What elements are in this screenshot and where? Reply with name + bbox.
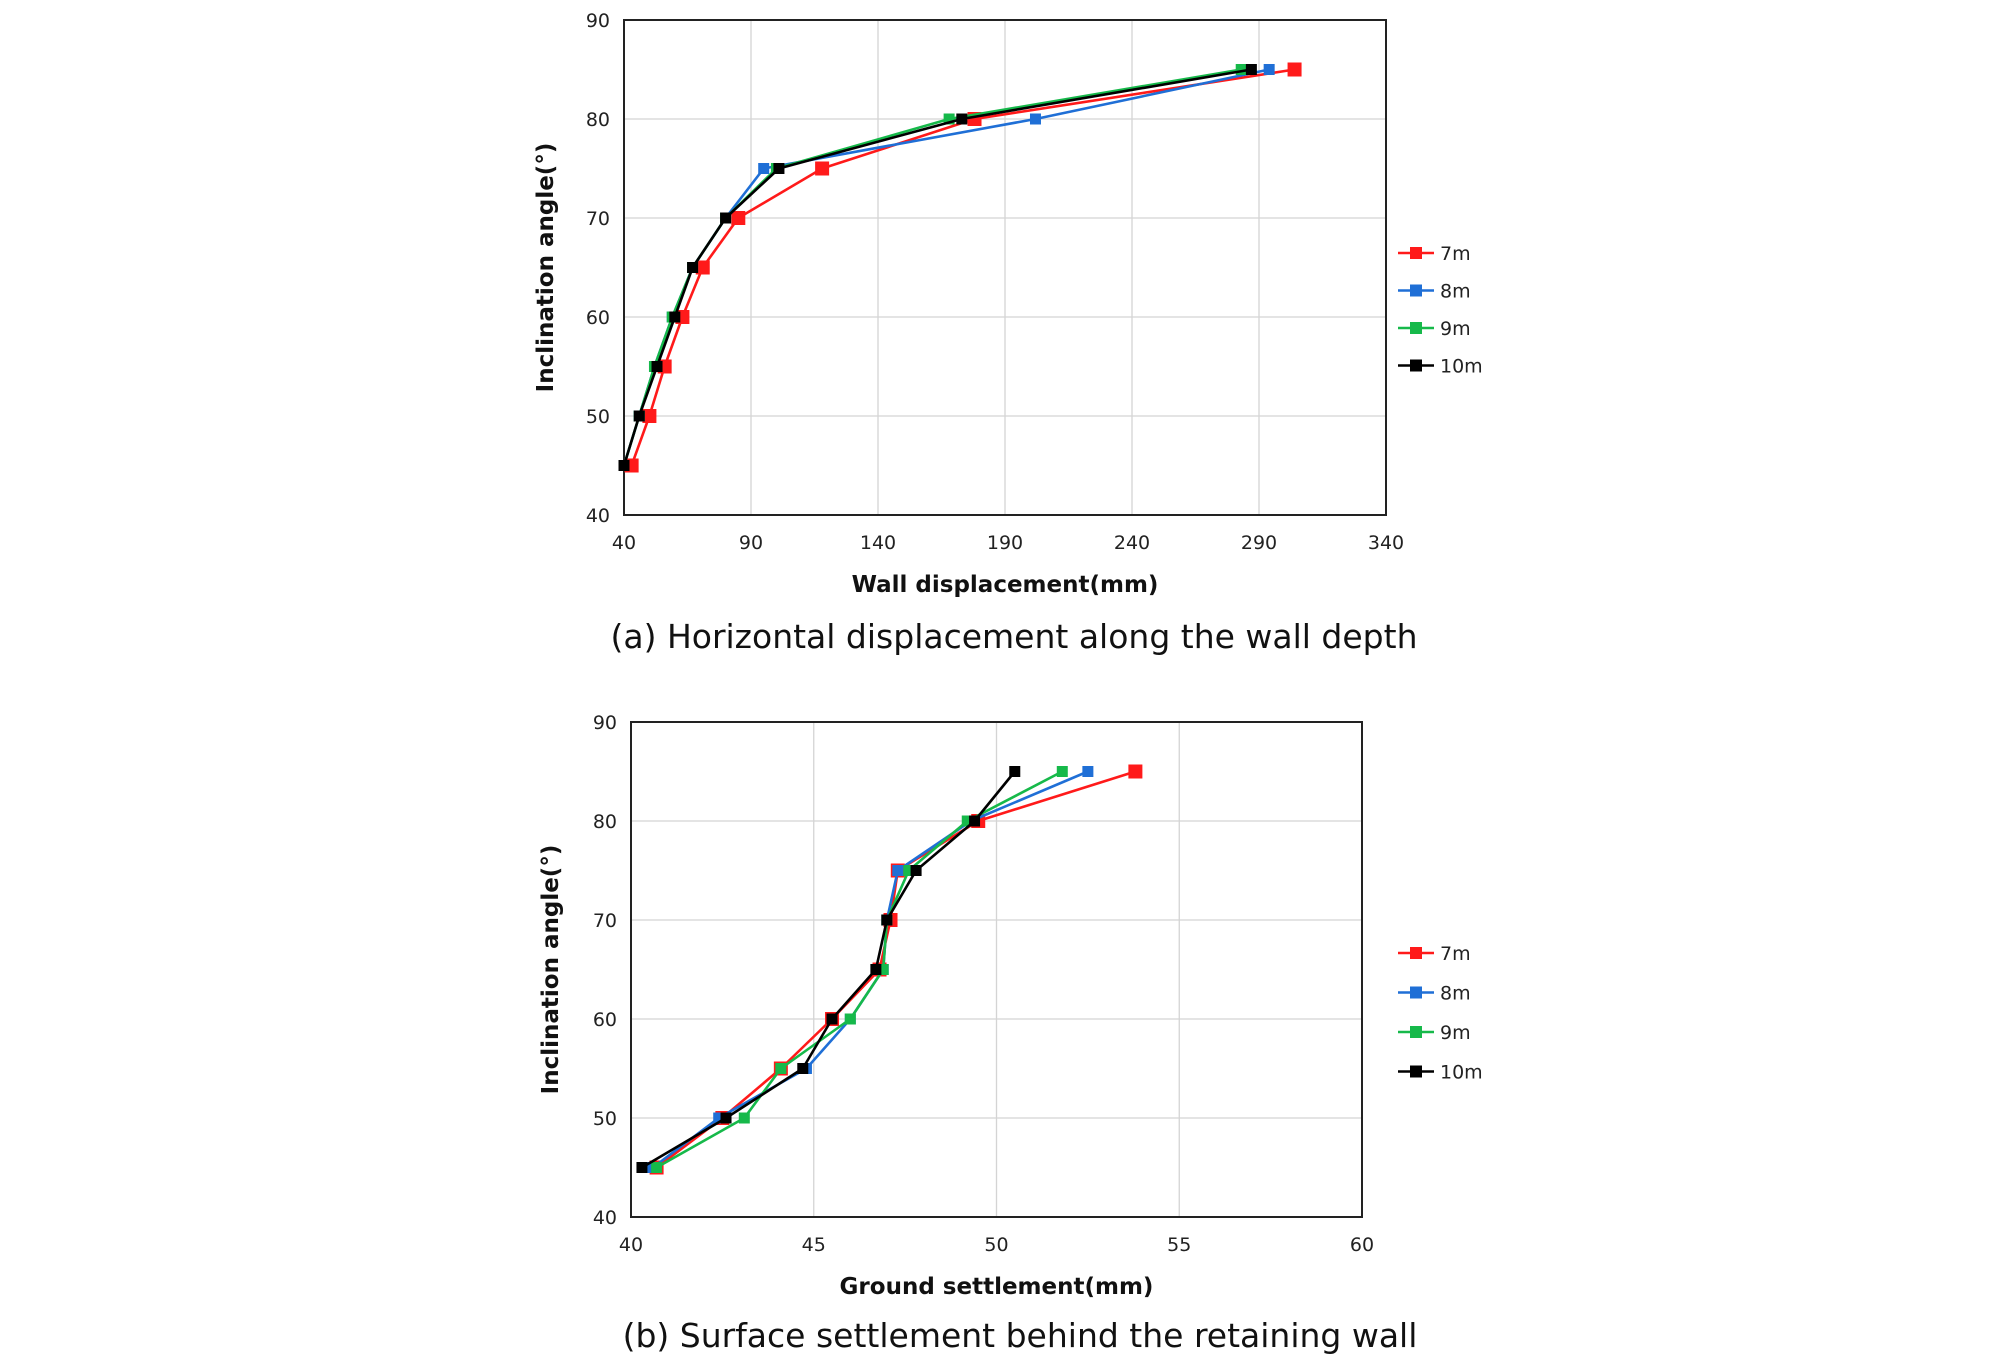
x-tick-label: 55 — [1167, 1234, 1191, 1256]
x-tick-label: 190 — [987, 532, 1023, 554]
legend-label-8m: 8m — [1440, 281, 1471, 303]
plot-frame — [623, 19, 1387, 516]
x-axis-title: Ground settlement(mm) — [840, 1274, 1154, 1300]
figure-caption: (a) Horizontal displacement along the wa… — [610, 617, 1417, 656]
x-tick-label: 40 — [612, 532, 636, 554]
data-point-9m — [651, 1162, 663, 1173]
legend-marker-7m — [1410, 947, 1422, 959]
legend-label-9m: 9m — [1440, 318, 1471, 340]
legend-label-9m: 9m — [1440, 1022, 1471, 1044]
y-tick-label: 90 — [593, 712, 617, 734]
data-point-10m — [1009, 766, 1021, 777]
data-point-9m — [738, 1112, 750, 1124]
data-point-10m — [636, 1162, 648, 1173]
data-point-10m — [651, 361, 663, 372]
data-point-7m — [695, 260, 710, 275]
legend-marker-9m — [1410, 1026, 1422, 1038]
data-point-7m — [642, 409, 657, 423]
legend-label-8m: 8m — [1440, 983, 1471, 1005]
data-point-7m — [1128, 764, 1143, 779]
x-tick-label: 140 — [860, 532, 896, 554]
y-tick-label: 80 — [593, 811, 617, 833]
x-tick-label: 40 — [619, 1234, 643, 1256]
x-tick-label: 90 — [739, 532, 763, 554]
y-tick-label: 40 — [586, 505, 610, 527]
y-axis-title: Inclination angle(°) — [538, 845, 564, 1095]
data-point-8m — [758, 163, 770, 174]
data-point-10m — [826, 1013, 838, 1025]
y-tick-label: 90 — [586, 10, 610, 32]
data-point-7m — [815, 161, 830, 176]
legend-label-10m: 10m — [1440, 1062, 1483, 1084]
data-point-10m — [720, 1112, 732, 1124]
y-axis-title: Inclination angle(°) — [533, 143, 559, 393]
x-tick-label: 290 — [1241, 532, 1277, 554]
plot-frame — [630, 721, 1363, 1218]
legend-marker-9m — [1410, 322, 1422, 334]
chart-a: 40 50 60 70 80 90 40 90 140 190 240 290 340 Wall disp… — [533, 10, 1483, 656]
x-tick-label: 45 — [802, 1234, 826, 1256]
x-tick-label: 60 — [1350, 1234, 1374, 1256]
data-point-10m — [870, 964, 882, 975]
legend-marker-7m — [1410, 247, 1422, 259]
legend-label-7m: 7m — [1440, 943, 1471, 965]
data-point-10m — [969, 815, 981, 827]
y-tick-label: 50 — [586, 406, 610, 428]
data-point-10m — [881, 914, 893, 926]
legend-label-7m: 7m — [1440, 243, 1471, 265]
x-axis-title: Wall displacement(mm) — [852, 572, 1159, 598]
data-point-10m — [797, 1063, 809, 1074]
data-point-8m — [892, 865, 904, 876]
data-point-10m — [910, 865, 922, 876]
data-point-8m — [713, 1112, 725, 1124]
data-point-9m — [844, 1013, 856, 1025]
data-point-10m — [687, 262, 699, 273]
data-point-9m — [961, 815, 973, 827]
legend-marker-8m — [1410, 284, 1422, 297]
data-point-7m — [1287, 62, 1302, 77]
data-point-9m — [877, 964, 889, 975]
legend-marker-10m — [1410, 1065, 1422, 1078]
data-point-9m — [903, 865, 915, 876]
data-point-7m — [731, 211, 746, 225]
data-point-10m — [773, 163, 785, 174]
x-tick-label: 50 — [984, 1234, 1008, 1256]
data-point-8m — [1082, 766, 1094, 777]
y-tick-label: 70 — [593, 910, 617, 932]
data-point-9m — [943, 113, 955, 125]
figure-caption: (b) Surface settlement behind the retain… — [623, 1316, 1418, 1355]
legend-marker-10m — [1410, 359, 1422, 372]
data-point-10m — [633, 410, 645, 422]
data-point-9m — [775, 1063, 787, 1074]
data-point-8m — [1029, 113, 1041, 125]
y-tick-label: 40 — [593, 1207, 617, 1229]
chart-b: 40 50 60 70 80 90 40 45 50 55 60 Ground settlement(… — [538, 712, 1483, 1355]
legend-label-10m: 10m — [1440, 356, 1483, 378]
legend-marker-8m — [1410, 986, 1422, 999]
x-tick-label: 340 — [1368, 532, 1404, 554]
data-point-10m — [1245, 64, 1257, 75]
data-point-9m — [1056, 766, 1068, 777]
data-point-10m — [618, 460, 630, 471]
data-point-10m — [669, 311, 681, 323]
data-point-10m — [720, 212, 732, 224]
y-tick-label: 60 — [586, 307, 610, 329]
data-point-10m — [956, 113, 968, 125]
data-point-9m — [1235, 64, 1247, 75]
x-tick-label: 240 — [1114, 532, 1150, 554]
y-tick-label: 50 — [593, 1108, 617, 1130]
y-tick-label: 60 — [593, 1009, 617, 1031]
data-point-8m — [1263, 64, 1275, 75]
y-tick-label: 80 — [586, 109, 610, 131]
y-tick-label: 70 — [586, 208, 610, 230]
